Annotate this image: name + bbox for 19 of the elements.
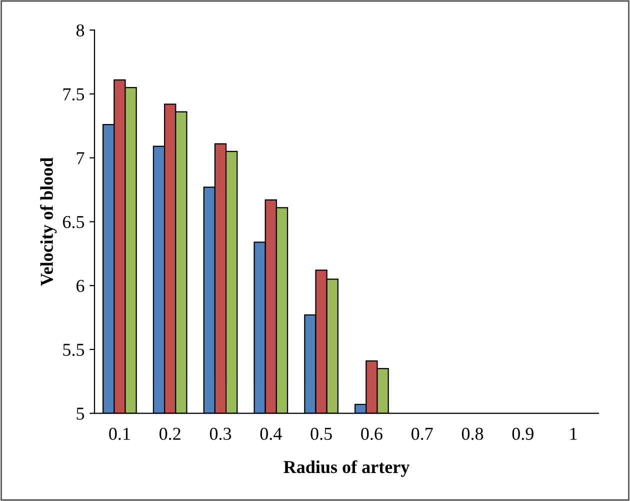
x-tick-label: 0.6 <box>361 428 382 440</box>
x-tick-label: 0.5 <box>310 428 332 440</box>
y-tick-label: 7.5 <box>63 88 84 100</box>
x-tick-label: 0.2 <box>160 428 180 440</box>
y-tick-label: 5 <box>76 408 84 420</box>
x-tick-label: 0.7 <box>412 428 433 440</box>
y-tick-label: 5.5 <box>63 344 84 356</box>
y-tick-label: 6 <box>76 280 84 292</box>
x-tick-label: 1 <box>570 428 577 440</box>
x-tick-label: 0.8 <box>462 428 484 440</box>
x-tick-label: 0.4 <box>260 428 282 440</box>
x-tick-label: 0.1 <box>109 428 130 440</box>
y-tick-label: 6.5 <box>62 216 84 228</box>
x-tick-label: 0.9 <box>512 428 534 440</box>
x-axis-title: Radius of artery <box>284 460 410 477</box>
y-tick-label: 8 <box>76 24 84 36</box>
y-axis-title: Velocity of blood <box>40 158 57 286</box>
x-tick-label: 0.3 <box>210 428 232 440</box>
y-tick-label: 7 <box>76 152 84 164</box>
